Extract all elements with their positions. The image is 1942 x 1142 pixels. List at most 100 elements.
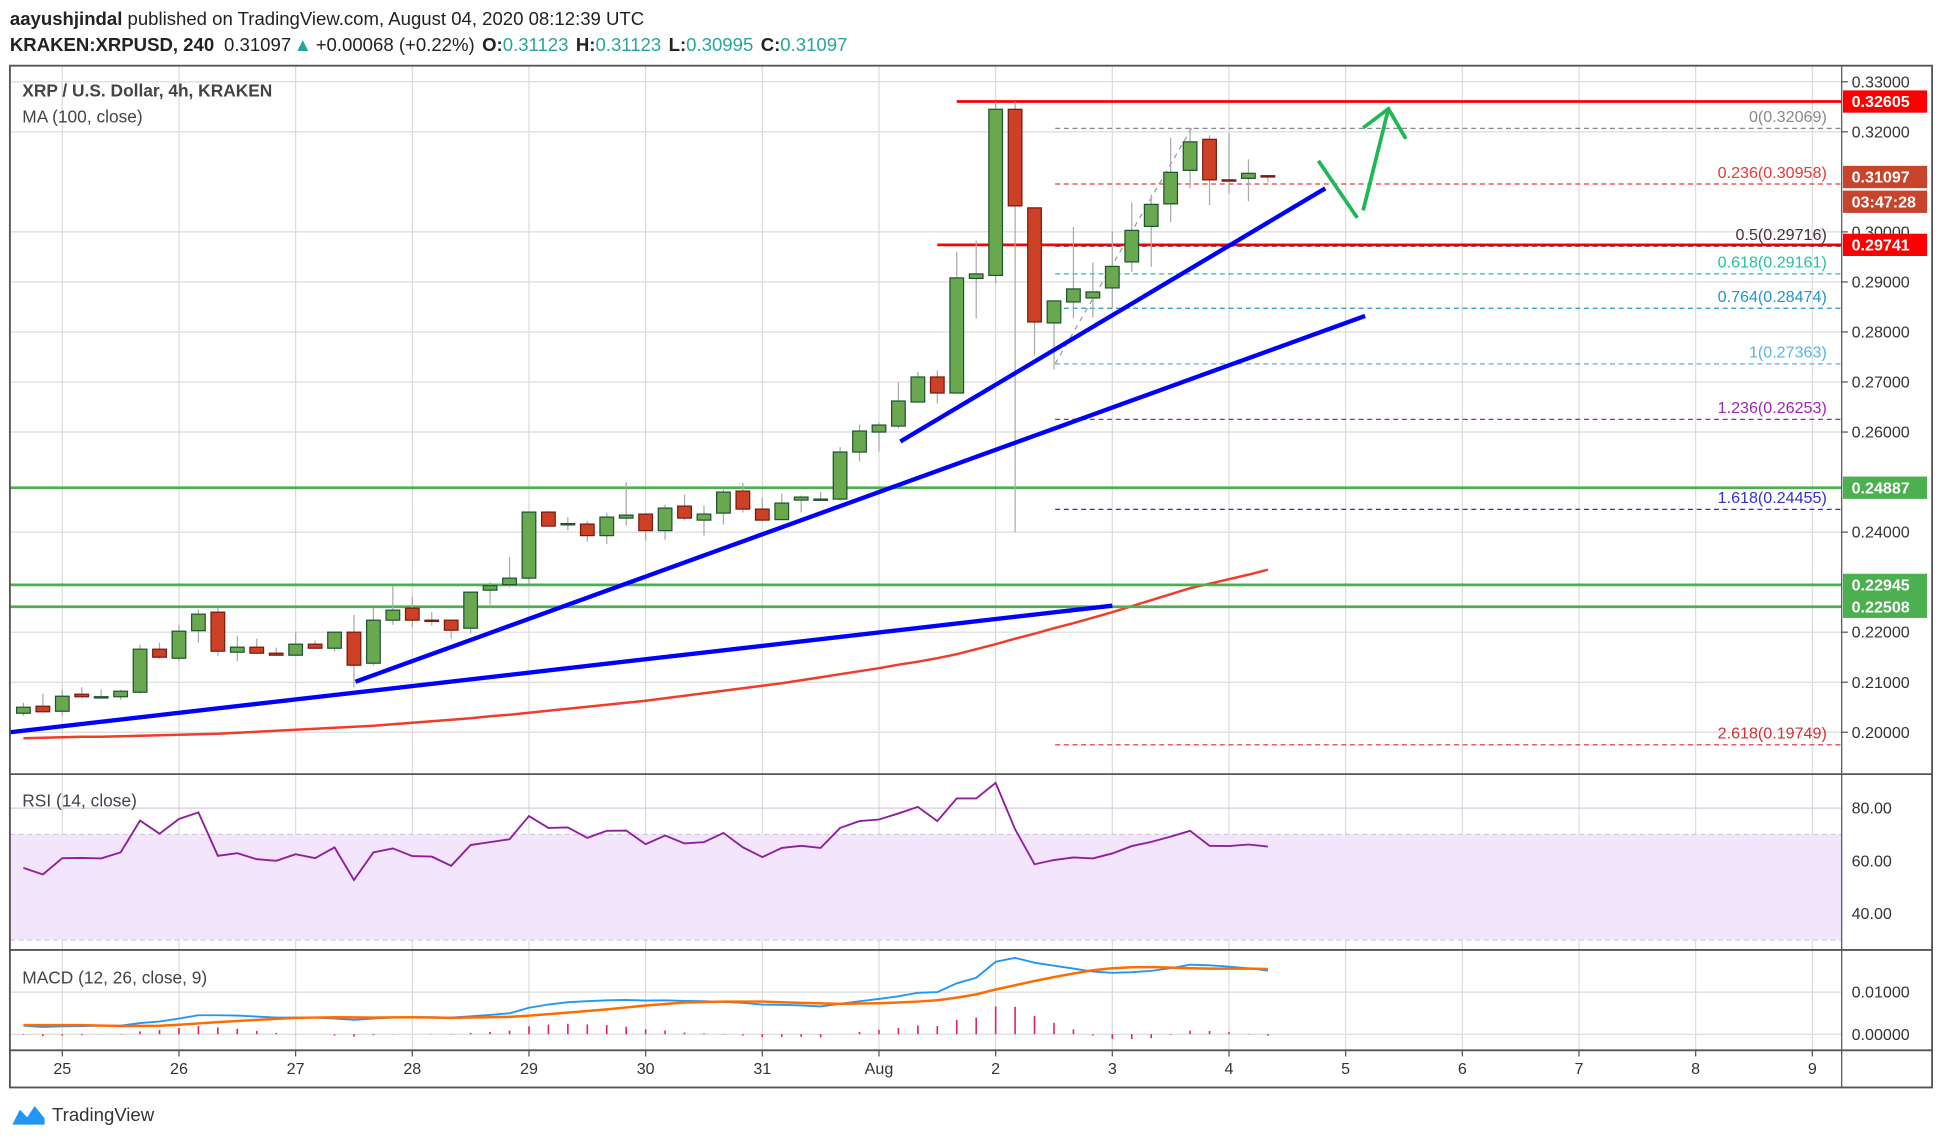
- publish-info: aayushjindal published on TradingView.co…: [10, 8, 644, 29]
- level-price-badge: 0.22945: [1852, 576, 1910, 594]
- candle-body: [210, 611, 226, 652]
- macd-signal-line: [23, 965, 1268, 1028]
- publisher-name[interactable]: aayushjindal: [10, 8, 122, 29]
- bar-countdown-badge-bg: [1842, 190, 1928, 213]
- candle: [1085, 262, 1101, 318]
- candle: [15, 702, 31, 716]
- x-tick-label: 25: [53, 1060, 71, 1078]
- low-value: 0.30995: [686, 34, 753, 55]
- low-label: L:: [669, 34, 687, 55]
- candle: [1163, 137, 1179, 222]
- candle: [385, 586, 401, 625]
- candle-body: [1124, 229, 1140, 263]
- y-tick-label: 0.28000: [1852, 324, 1910, 342]
- candle: [579, 521, 595, 542]
- trend-line: [9, 603, 1113, 735]
- candle: [910, 371, 926, 403]
- candle: [35, 693, 51, 713]
- candle: [735, 482, 751, 513]
- candle-body: [171, 630, 187, 659]
- candle: [482, 582, 498, 605]
- candle-body: [307, 643, 323, 649]
- candle: [696, 505, 712, 536]
- fib-level-label: 0.236(0.30958): [1718, 164, 1827, 182]
- candle: [249, 638, 265, 655]
- candle: [1202, 135, 1217, 206]
- level-price-badge-bg: [1842, 233, 1928, 256]
- candle: [677, 494, 692, 521]
- ma-legend: MA (100, close): [22, 107, 142, 127]
- candle: [1260, 175, 1276, 183]
- x-tick-label: 4: [1225, 1060, 1234, 1078]
- candle: [871, 422, 887, 452]
- x-tick-label: 26: [170, 1060, 188, 1078]
- candle: [1065, 226, 1081, 319]
- candle: [852, 424, 867, 462]
- price-axis[interactable]: 25 26 27 28 29 30 31 Aug 2 3 4 5 6 7 8 9 0.33000 0.32000 0…: [53, 73, 1928, 1078]
- x-tick-label: 6: [1458, 1060, 1467, 1078]
- x-tick-label: 8: [1691, 1060, 1700, 1078]
- ma-line: [23, 568, 1269, 740]
- candle-body: [599, 516, 615, 537]
- candle: [988, 101, 1004, 284]
- fib-level-label: 0(0.32069): [1749, 108, 1827, 126]
- candle: [599, 512, 615, 545]
- candle-body: [404, 607, 420, 621]
- close-label: C:: [761, 34, 781, 55]
- trend-line: [899, 186, 1327, 444]
- high-value: 0.31123: [595, 34, 661, 55]
- candle: [229, 635, 245, 662]
- candle-body: [152, 648, 167, 658]
- candle-body: [774, 502, 790, 521]
- x-tick-label: 3: [1108, 1060, 1117, 1078]
- candle: [540, 511, 556, 527]
- main-plot[interactable]: 0(0.32069) 0.236(0.30958) 0.5(0.29716) 0.61…: [9, 100, 1842, 1040]
- candle: [171, 624, 187, 662]
- level-price-badge: 0.24887: [1852, 479, 1910, 497]
- candle-body: [638, 513, 654, 532]
- candle: [463, 591, 479, 634]
- candle-body: [15, 706, 31, 714]
- candle-body: [929, 376, 945, 394]
- candle-body: [754, 508, 770, 521]
- fib-level-label: 1(0.27363): [1749, 344, 1827, 362]
- fib-level-label: 1.236(0.26253): [1718, 399, 1827, 417]
- rsi-tick-label: 80.00: [1852, 800, 1892, 818]
- macd-tick-label: 0.01000: [1852, 984, 1910, 1002]
- candle-body: [677, 505, 692, 519]
- candle-body: [424, 619, 440, 623]
- candle-body: [482, 585, 498, 591]
- close-value: 0.31097: [780, 34, 847, 55]
- candle-body: [579, 523, 595, 537]
- candle: [813, 492, 829, 501]
- triangle-up-icon: ▲: [294, 34, 312, 55]
- candle: [560, 517, 576, 531]
- candle-body: [54, 695, 70, 712]
- candle: [1182, 128, 1198, 189]
- tradingview-logo[interactable]: TradingView: [12, 1104, 155, 1125]
- candle: [1007, 101, 1023, 533]
- candle: [1143, 194, 1159, 267]
- candle-body: [190, 613, 206, 632]
- high-label: H:: [576, 34, 596, 55]
- candle: [929, 370, 945, 404]
- candle: [754, 497, 770, 521]
- candle-body: [715, 491, 731, 514]
- rsi-tick-label: 40.00: [1852, 905, 1892, 923]
- candle-body: [1104, 265, 1120, 289]
- candle-body: [871, 424, 887, 433]
- candle-body: [502, 577, 517, 586]
- candle: [793, 495, 809, 513]
- candle-body: [35, 705, 51, 713]
- candle: [190, 609, 206, 643]
- candle-body: [560, 522, 576, 526]
- symbol: KRAKEN:XRPUSD, 240: [10, 34, 214, 55]
- zigzag-arrow-segment: [1316, 159, 1359, 219]
- candle-body: [1182, 141, 1198, 171]
- up-arrow-icon: [1361, 108, 1391, 211]
- chart-title: XRP / U.S. Dollar, 4h, KRAKEN: [22, 81, 272, 101]
- candle-body: [521, 511, 537, 579]
- last-price: 0.31097: [224, 34, 291, 55]
- x-tick-label: 30: [637, 1060, 655, 1078]
